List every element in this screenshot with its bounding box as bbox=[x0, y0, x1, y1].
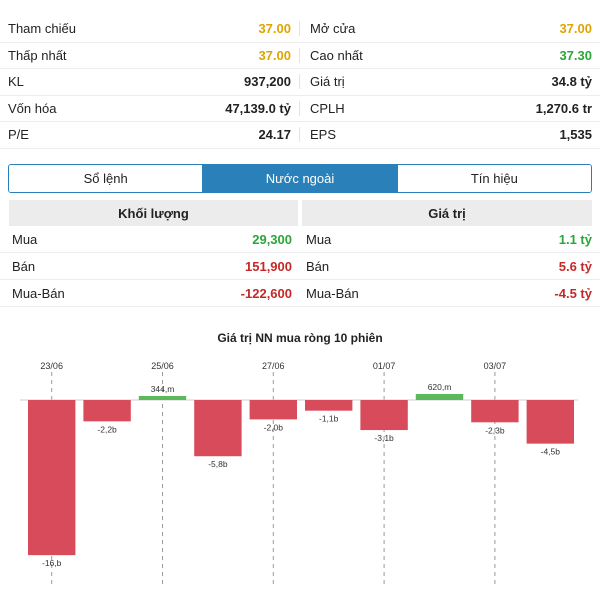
volume-header: Khối lượng bbox=[9, 200, 298, 226]
row-label: Mua bbox=[306, 231, 332, 247]
data-label: -16,b bbox=[42, 558, 62, 568]
stat-label: Vốn hóa bbox=[8, 100, 57, 116]
stat-row: KL 937,200 Giá trị 34.8 tỷ bbox=[0, 69, 600, 96]
stat-value: 47,139.0 tỷ bbox=[225, 100, 291, 116]
net-foreign-bar-chart: 23/06 25/06 27/06 01/07 03/07 -16,b -2,2b 344,m… bbox=[20, 361, 578, 584]
bar bbox=[305, 400, 353, 411]
data-label: -2,3b bbox=[485, 425, 505, 435]
amount-value: 5.6 tỷ bbox=[558, 258, 592, 274]
amount-value: -4.5 tỷ bbox=[554, 285, 592, 301]
row-label: Bán bbox=[306, 258, 330, 274]
bar bbox=[526, 400, 574, 444]
detail-tabs: Sổ lệnh Nước ngoài Tín hiệu bbox=[8, 164, 592, 193]
stat-label: Giá trị bbox=[310, 74, 345, 90]
stat-label: CPLH bbox=[310, 100, 345, 116]
stat-label: P/E bbox=[8, 127, 29, 143]
bar bbox=[28, 400, 76, 556]
bar bbox=[194, 400, 242, 457]
data-label: 620,m bbox=[428, 382, 452, 392]
stat-value: 34.8 tỷ bbox=[551, 74, 592, 90]
stat-label: Mở cửa bbox=[310, 21, 356, 37]
x-tick-label: 01/07 bbox=[373, 361, 396, 371]
stat-row: Tham chiếu 37.00 Mở cửa 37.00 bbox=[0, 16, 600, 43]
bar bbox=[249, 400, 297, 420]
data-label: -3,1b bbox=[374, 433, 394, 443]
volume-value: 151,900 bbox=[245, 258, 292, 274]
bar bbox=[471, 400, 519, 423]
row-label: Mua-Bán bbox=[12, 285, 65, 301]
data-label: -2,0b bbox=[264, 422, 284, 432]
data-label: -1,1b bbox=[319, 414, 339, 424]
table-row: Mua 29,300 Mua 1.1 tỷ bbox=[0, 226, 600, 253]
stat-value: 1,535 bbox=[559, 127, 592, 143]
data-label: 344,m bbox=[151, 384, 175, 394]
volume-value: -122,600 bbox=[240, 285, 292, 301]
stat-row: Vốn hóa 47,139.0 tỷ CPLH 1,270.6 tr bbox=[0, 96, 600, 122]
data-label: -5,8b bbox=[208, 459, 228, 469]
data-label: -2,2b bbox=[97, 424, 117, 434]
stat-label: Tham chiếu bbox=[8, 21, 76, 37]
stat-label: Cao nhất bbox=[310, 47, 363, 63]
bar bbox=[360, 400, 408, 431]
data-label: -4,5b bbox=[541, 447, 561, 457]
bar bbox=[83, 400, 131, 422]
stat-value: 1,270.6 tr bbox=[535, 100, 592, 116]
stat-row: P/E 24.17 EPS 1,535 bbox=[0, 122, 600, 149]
tab-foreign[interactable]: Nước ngoài bbox=[202, 165, 397, 192]
tab-order-book[interactable]: Sổ lệnh bbox=[9, 165, 203, 192]
table-row: Bán 151,900 Bán 5.6 tỷ bbox=[0, 253, 600, 280]
table-row: Mua-Bán -122,600 Mua-Bán -4.5 tỷ bbox=[0, 280, 600, 307]
stat-label: Thấp nhất bbox=[8, 47, 67, 63]
stat-value: 937,200 bbox=[244, 74, 291, 90]
x-tick-label: 03/07 bbox=[484, 361, 507, 371]
volume-value: 29,300 bbox=[252, 231, 292, 247]
row-label: Mua-Bán bbox=[306, 285, 359, 301]
stat-row: Thấp nhất 37.00 Cao nhất 37.30 bbox=[0, 43, 600, 69]
row-label: Mua bbox=[12, 231, 38, 247]
row-label: Bán bbox=[12, 258, 36, 274]
stock-stats-panel: Tham chiếu 37.00 Mở cửa 37.00 Thấp nhất … bbox=[0, 16, 600, 149]
stat-value: 37.00 bbox=[258, 21, 291, 37]
foreign-flow-table: Khối lượng Giá trị Mua 29,300 Mua 1.1 tỷ… bbox=[0, 200, 600, 307]
amount-value: 1.1 tỷ bbox=[558, 231, 592, 247]
stat-value: 37.00 bbox=[258, 47, 291, 63]
stat-value: 37.30 bbox=[559, 47, 592, 63]
tab-signals[interactable]: Tín hiệu bbox=[396, 165, 591, 192]
x-tick-label: 27/06 bbox=[262, 361, 285, 371]
stat-value: 37.00 bbox=[559, 21, 592, 37]
value-header: Giá trị bbox=[302, 200, 592, 226]
x-tick-label: 25/06 bbox=[151, 361, 174, 371]
stat-label: KL bbox=[8, 74, 24, 90]
bar bbox=[138, 396, 187, 400]
bar bbox=[415, 393, 464, 400]
chart-title: Giá trị NN mua ròng 10 phiên bbox=[217, 331, 383, 345]
stat-value: 24.17 bbox=[258, 127, 291, 143]
x-tick-label: 23/06 bbox=[40, 361, 63, 371]
stat-label: EPS bbox=[310, 127, 337, 143]
